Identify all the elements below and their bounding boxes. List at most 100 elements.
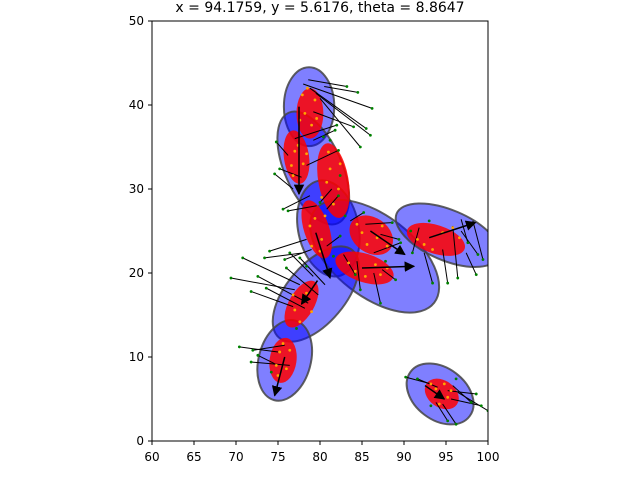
green-point-14: [337, 194, 340, 198]
point-2: [300, 93, 304, 97]
point-38: [422, 243, 426, 246]
green-point-6: [345, 85, 349, 88]
green-point-60: [343, 214, 347, 218]
green-point-69: [429, 404, 433, 408]
point-56: [446, 395, 450, 399]
correspondence-line-27: [381, 269, 396, 281]
green-point-12: [337, 148, 340, 152]
point-34: [363, 274, 367, 278]
correspondence-line-8: [275, 141, 289, 156]
y-tick-label-5: 50: [129, 14, 144, 28]
green-point-45: [237, 345, 241, 349]
correspondence-line-52: [450, 398, 482, 407]
green-point-5: [356, 91, 360, 94]
arrow-7: [369, 230, 406, 256]
point-48: [298, 320, 302, 324]
point-32: [353, 269, 357, 273]
correspondence-line-40: [286, 267, 319, 296]
point-16: [325, 180, 329, 184]
point-50: [285, 367, 288, 371]
correspondence-line-25: [373, 272, 381, 304]
correspondence-line-1: [309, 87, 367, 129]
x-tick-label-1: 65: [186, 450, 201, 464]
green-point-32: [474, 273, 478, 277]
correspondence-line-29: [423, 252, 434, 284]
green-point-52: [479, 404, 483, 408]
green-point-10: [273, 172, 277, 176]
correspondence-line-23: [373, 242, 401, 254]
point-29: [365, 243, 369, 246]
arrow-6: [424, 384, 446, 400]
green-point-20: [338, 234, 342, 238]
correspondence-line-51: [447, 390, 477, 395]
point-4: [306, 86, 309, 90]
green-point-33: [466, 241, 470, 245]
x-tick-label-3: 75: [270, 450, 285, 464]
correspondence-line-24: [380, 233, 400, 240]
green-point-58: [328, 138, 332, 142]
green-point-35: [481, 258, 485, 261]
arrow-2: [315, 232, 333, 280]
green-point-8: [274, 140, 278, 144]
green-point-68: [269, 370, 273, 374]
correspondence-line-16: [282, 195, 311, 210]
green-point-53: [454, 422, 458, 426]
correspondence-line-6: [308, 79, 347, 88]
point-24: [308, 224, 312, 228]
green-point-54: [446, 419, 450, 423]
correspondence-line-44: [289, 252, 314, 277]
point-28: [380, 224, 384, 228]
green-point-39: [256, 274, 260, 278]
green-point-51: [474, 392, 478, 396]
green-point-22: [390, 221, 394, 225]
green-point-30: [446, 281, 450, 285]
point-3: [310, 123, 313, 127]
correspondence-line-7: [294, 124, 337, 140]
inner-ellipse-3: [301, 200, 332, 259]
point-11: [291, 174, 295, 177]
point-27: [375, 236, 379, 240]
inner-ellipse-2: [317, 143, 350, 218]
point-40: [451, 226, 455, 230]
y-tick-label-1: 10: [129, 350, 144, 364]
x-tick-label-4: 80: [312, 450, 327, 464]
point-46: [291, 293, 295, 297]
correspondence-line-10: [274, 173, 294, 190]
green-point-13: [318, 201, 322, 204]
x-tick-label-8: 100: [477, 450, 500, 464]
point-31: [385, 244, 389, 248]
point-53: [281, 342, 285, 345]
green-point-62: [384, 259, 387, 263]
green-point-15: [286, 209, 290, 213]
green-point-3: [358, 145, 362, 149]
point-19: [320, 196, 324, 199]
point-18: [327, 150, 330, 154]
arrow-0: [271, 356, 286, 397]
green-point-19: [263, 256, 266, 260]
x-tick-label-7: 95: [438, 450, 453, 464]
correspondence-line-5: [324, 86, 358, 93]
point-58: [429, 382, 433, 386]
correspondence-line-47: [257, 354, 275, 365]
green-point-57: [338, 174, 342, 177]
point-22: [310, 244, 313, 248]
point-1: [313, 98, 317, 102]
point-37: [379, 273, 382, 277]
point-14: [337, 187, 340, 191]
y-tick-label-4: 40: [129, 98, 144, 112]
correspondence-line-3: [319, 97, 361, 148]
inner-ellipse-0: [296, 88, 324, 139]
green-point-36: [456, 276, 460, 280]
point-33: [374, 263, 377, 266]
green-point-67: [295, 327, 298, 330]
green-point-59: [321, 135, 325, 139]
green-point-43: [298, 256, 302, 260]
correspondence-line-13: [319, 188, 333, 203]
point-26: [360, 231, 364, 235]
y-tick-label-2: 20: [129, 266, 144, 280]
green-point-11: [333, 128, 337, 132]
point-59: [449, 389, 453, 392]
x-tick-label-6: 90: [396, 450, 411, 464]
green-point-55: [469, 400, 473, 404]
green-point-34: [411, 251, 414, 255]
